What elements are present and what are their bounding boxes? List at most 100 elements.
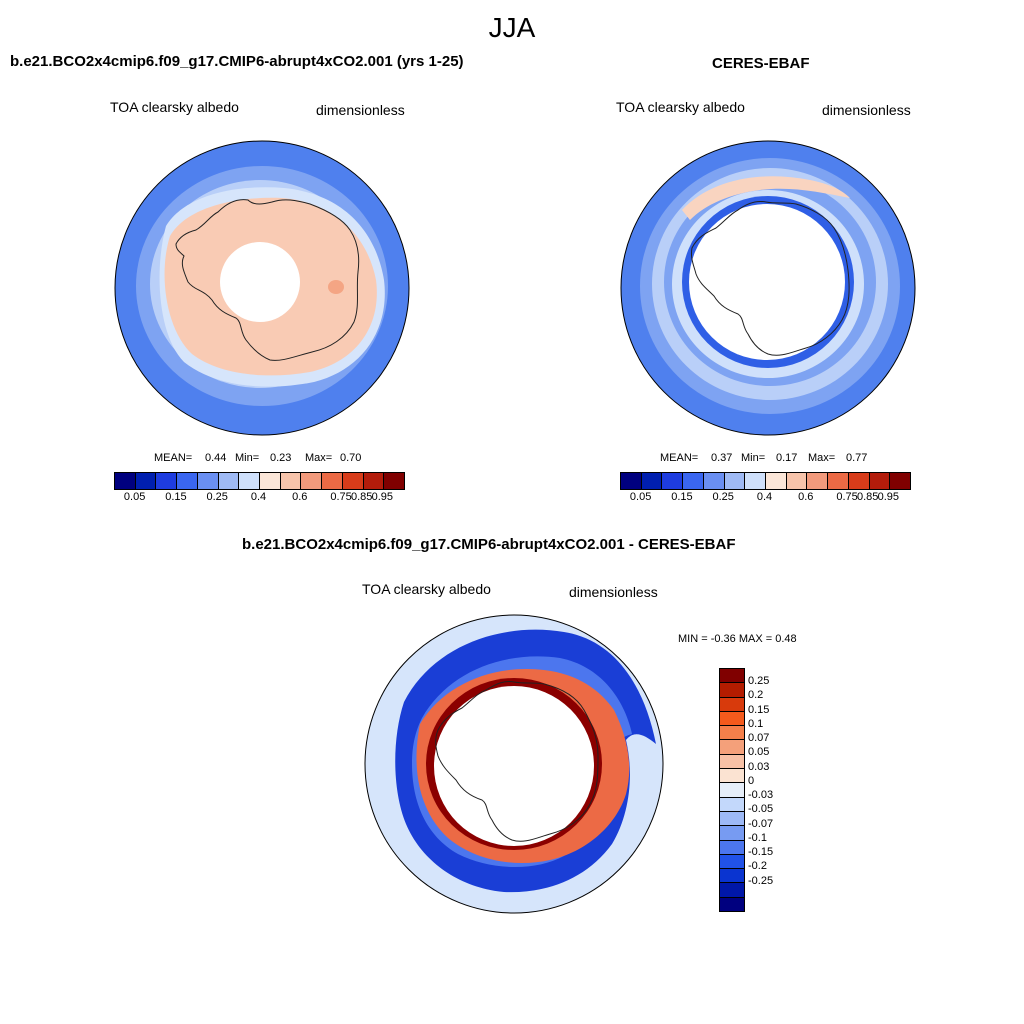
- colorbar-swatch: [683, 473, 704, 489]
- panel-obs-variable-label: TOA clearsky albedo: [616, 99, 745, 115]
- panel-diff-units-label: dimensionless: [569, 584, 658, 600]
- panel-obs-min-label: Min=: [741, 452, 766, 464]
- colorbar-swatch: [720, 669, 744, 684]
- colorbar-tick-label: 0.25: [748, 675, 770, 688]
- panel-obs-units-label: dimensionless: [822, 102, 911, 118]
- colorbar-swatch: [720, 826, 744, 841]
- panel-obs-mean-label: MEAN=: [660, 452, 699, 464]
- pole-hole: [434, 686, 594, 846]
- panel-model-colorbar-ticks: 0.05 0.15 0.25 0.4 0.6 0.75 0.85 0.95: [114, 491, 403, 505]
- figure-title: JJA: [488, 12, 536, 43]
- colorbar-swatch: [869, 473, 891, 489]
- colorbar-tick-label: 0.25: [206, 491, 228, 503]
- colorbar-tick-label: -0.1: [748, 831, 767, 844]
- colorbar-tick-label: 0.95: [877, 491, 900, 503]
- colorbar-swatch: [115, 473, 136, 489]
- colorbar-tick-label: 0.4: [756, 491, 773, 503]
- colorbar-tick-label: -0.03: [748, 789, 774, 802]
- panel-model-variable-label: TOA clearsky albedo: [110, 99, 239, 115]
- colorbar-tick-label: 0.75: [836, 491, 858, 503]
- colorbar-swatch: [720, 869, 744, 884]
- colorbar-tick-label: -0.2: [748, 860, 767, 873]
- panel-obs-mean-value: 0.37: [711, 452, 733, 464]
- panel-diff-variable-label: TOA clearsky albedo: [362, 581, 491, 597]
- colorbar-tick-label: 0.75: [330, 491, 352, 503]
- colorbar-swatch: [720, 854, 744, 870]
- colorbar-swatch: [720, 754, 744, 770]
- colorbar-tick-label: 0.4: [250, 491, 267, 503]
- colorbar-swatch: [890, 473, 911, 489]
- panel-diff-colorbar: [719, 668, 745, 912]
- panel-model-max-label: Max=: [305, 452, 333, 464]
- colorbar-swatch: [720, 740, 744, 755]
- colorbar-swatch: [720, 683, 744, 698]
- colorbar-tick-label: 0.1: [748, 717, 764, 730]
- colorbar-swatch: [363, 473, 385, 489]
- pole-hole: [220, 242, 300, 322]
- map-boundary: [364, 614, 664, 914]
- colorbar-tick-label: 0.07: [748, 732, 770, 745]
- colorbar-swatch: [662, 473, 684, 489]
- colorbar-swatch: [720, 811, 744, 827]
- colorbar-swatch: [807, 473, 829, 489]
- colorbar-swatch: [197, 473, 219, 489]
- panel-model-map: [114, 140, 410, 436]
- panel-model-colorbar: [114, 472, 405, 490]
- colorbar-tick-label: -0.25: [748, 874, 774, 887]
- colorbar-swatch: [720, 883, 744, 898]
- colorbar-swatch: [720, 797, 744, 812]
- panel-model-min-label: Min=: [235, 452, 260, 464]
- colorbar-tick-label: 0.15: [165, 491, 187, 503]
- map-boundary: [620, 140, 916, 436]
- colorbar-swatch: [786, 473, 808, 489]
- colorbar-swatch: [720, 711, 744, 727]
- colorbar-swatch: [156, 473, 178, 489]
- colorbar-tick-label: 0.15: [748, 703, 770, 716]
- panel-obs-max-value: 0.77: [846, 452, 868, 464]
- panel-model-title: b.e21.BCO2x4cmip6.f09_g17.CMIP6-abrupt4x…: [10, 53, 464, 70]
- colorbar-swatch: [239, 473, 261, 489]
- colorbar-swatch: [621, 473, 642, 489]
- colorbar-swatch: [135, 473, 157, 489]
- colorbar-swatch: [720, 897, 744, 912]
- sea-ice-edge-band: [682, 176, 850, 220]
- panel-model-min-value: 0.23: [270, 452, 292, 464]
- panel-obs-max-label: Max=: [808, 452, 836, 464]
- panel-diff-title: b.e21.BCO2x4cmip6.f09_g17.CMIP6-abrupt4x…: [242, 536, 736, 553]
- colorbar-swatch: [280, 473, 302, 489]
- colorbar-tick-label: 0.2: [748, 689, 764, 702]
- map-boundary: [114, 140, 410, 436]
- colorbar-swatch: [703, 473, 725, 489]
- panel-model-mean-value: 0.44: [205, 452, 227, 464]
- colorbar-tick-label: 0.85: [350, 491, 373, 503]
- colorbar-swatch: [848, 473, 870, 489]
- colorbar-tick-label: 0.05: [748, 746, 770, 759]
- colorbar-swatch: [322, 473, 343, 489]
- colorbar-tick-label: -0.07: [748, 817, 774, 830]
- colorbar-tick-label: 0.85: [856, 491, 879, 503]
- antarctic-coastline: [691, 201, 850, 356]
- panel-obs-map: [620, 140, 916, 436]
- colorbar-swatch: [301, 473, 323, 489]
- colorbar-swatch: [720, 726, 744, 741]
- panel-model-units-label: dimensionless: [316, 102, 405, 118]
- colorbar-swatch: [641, 473, 663, 489]
- colorbar-swatch: [720, 840, 744, 855]
- colorbar-tick-label: 0.6: [292, 491, 308, 503]
- colorbar-tick-label: 0.6: [798, 491, 814, 503]
- colorbar-swatch: [384, 473, 405, 489]
- colorbar-tick-label: -0.15: [748, 846, 774, 859]
- panel-diff-min-max: MIN = -0.36 MAX = 0.48: [678, 633, 797, 645]
- pole-hole: [689, 204, 845, 360]
- colorbar-swatch: [218, 473, 240, 489]
- colorbar-swatch: [177, 473, 198, 489]
- colorbar-tick-label: 0.05: [123, 491, 146, 503]
- colorbar-tick-label: -0.05: [748, 803, 774, 816]
- colorbar-swatch: [745, 473, 767, 489]
- panel-obs-min-value: 0.17: [776, 452, 798, 464]
- high-albedo-spot: [328, 280, 344, 294]
- colorbar-tick-label: 0: [748, 774, 755, 787]
- panel-diff-map: [364, 614, 664, 914]
- panel-obs-title: CERES-EBAF: [712, 55, 810, 72]
- colorbar-swatch: [720, 783, 744, 798]
